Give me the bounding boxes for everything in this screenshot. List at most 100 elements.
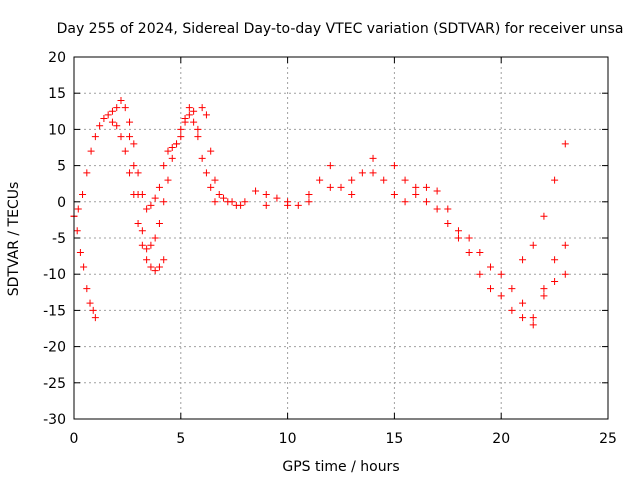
y-tick-label: -20 <box>43 340 66 356</box>
data-point <box>185 111 193 119</box>
data-point <box>143 245 151 253</box>
data-point <box>561 270 569 278</box>
data-point <box>147 201 155 209</box>
data-point <box>551 277 559 285</box>
data-point <box>508 285 516 293</box>
data-point <box>237 201 245 209</box>
data-point <box>151 267 159 275</box>
data-point <box>190 107 198 115</box>
data-point <box>262 191 270 199</box>
data-point <box>147 263 155 271</box>
data-point <box>215 191 223 199</box>
data-point <box>465 248 473 256</box>
data-point <box>126 118 134 126</box>
data-point <box>164 147 172 155</box>
data-point <box>561 140 569 148</box>
data-point <box>369 169 377 177</box>
data-point <box>126 169 134 177</box>
data-point <box>228 198 236 206</box>
data-point <box>519 256 527 264</box>
data-point <box>185 104 193 112</box>
data-point <box>305 198 313 206</box>
data-point <box>207 147 215 155</box>
data-points <box>70 96 569 329</box>
data-point <box>561 241 569 249</box>
data-point <box>273 194 281 202</box>
data-point <box>326 183 334 191</box>
data-point <box>134 169 142 177</box>
y-tick-label: 5 <box>57 159 66 175</box>
data-point <box>79 191 87 199</box>
data-point <box>262 201 270 209</box>
data-point <box>134 191 142 199</box>
data-point <box>190 118 198 126</box>
data-point <box>198 154 206 162</box>
data-point <box>444 220 452 228</box>
data-point <box>519 299 527 307</box>
data-point <box>358 169 366 177</box>
data-point <box>108 118 116 126</box>
data-point <box>86 299 94 307</box>
data-point <box>454 227 462 235</box>
data-point <box>108 107 116 115</box>
data-point <box>207 183 215 191</box>
data-point <box>476 270 484 278</box>
data-point <box>177 133 185 141</box>
y-tick-label: 10 <box>48 122 66 138</box>
data-point <box>181 115 189 123</box>
y-tick-label: -5 <box>52 231 66 247</box>
data-point <box>444 205 452 213</box>
data-point <box>465 234 473 242</box>
data-point <box>143 205 151 213</box>
y-tick-label: -30 <box>43 412 66 428</box>
data-point <box>497 292 505 300</box>
series-trace-f <box>262 162 569 329</box>
data-point <box>91 133 99 141</box>
x-axis-label: GPS time / hours <box>282 459 399 475</box>
data-point <box>497 270 505 278</box>
y-tick-label: -25 <box>43 376 66 392</box>
series-trace-g <box>519 140 569 264</box>
series-trace-b <box>70 212 99 322</box>
y-axis-label: SDTVAR / TECUs <box>6 182 22 297</box>
data-point <box>155 220 163 228</box>
y-tick-label: -15 <box>43 303 66 319</box>
series-trace-c <box>108 111 219 253</box>
data-point <box>540 292 548 300</box>
data-point <box>134 220 142 228</box>
data-point <box>211 176 219 184</box>
data-point <box>252 187 260 195</box>
data-point <box>164 176 172 184</box>
data-point <box>168 154 176 162</box>
data-point <box>284 201 292 209</box>
data-point <box>113 104 121 112</box>
data-point <box>412 191 420 199</box>
data-point <box>130 140 138 148</box>
data-point <box>519 314 527 322</box>
x-tick-label: 10 <box>279 431 297 447</box>
data-point <box>540 285 548 293</box>
data-point <box>76 248 84 256</box>
data-point <box>326 162 334 170</box>
data-point <box>220 194 228 202</box>
data-point <box>390 191 398 199</box>
data-point <box>476 248 484 256</box>
data-point <box>316 176 324 184</box>
x-axis: 0 5 10 15 20 25 <box>70 57 617 447</box>
data-point <box>390 162 398 170</box>
data-point <box>202 111 210 119</box>
series-trace-a <box>70 96 245 220</box>
data-point <box>73 227 81 235</box>
data-point <box>529 241 537 249</box>
data-point <box>100 115 108 123</box>
data-point <box>91 314 99 322</box>
data-point <box>412 183 420 191</box>
data-point <box>551 176 559 184</box>
x-tick-label: 0 <box>70 431 79 447</box>
y-axis: 20 15 10 5 0 -5 -10 -15 -20 -25 -30 <box>43 50 608 428</box>
data-point <box>529 314 537 322</box>
data-point <box>117 133 125 141</box>
data-point <box>305 191 313 199</box>
